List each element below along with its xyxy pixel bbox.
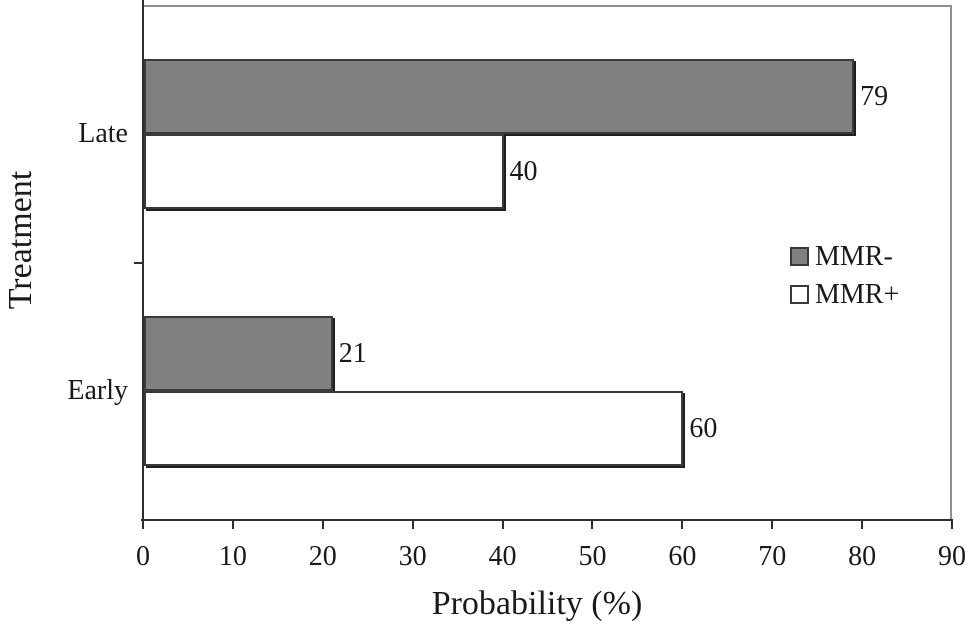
- legend-item-mmr-plus: MMR+: [790, 280, 899, 310]
- x-tick-80: [861, 521, 864, 529]
- x-tick-90: [951, 521, 953, 529]
- bar-late-mmrminus: [144, 58, 855, 134]
- x-axis-line: [141, 519, 953, 521]
- legend: MMR- MMR+: [790, 242, 899, 318]
- x-tick-20: [321, 521, 324, 529]
- x-tick-0: [142, 521, 144, 529]
- x-tick-label-80: 80: [848, 541, 877, 572]
- y-axis-line: [142, 0, 144, 529]
- category-label-late: Late: [78, 117, 128, 149]
- x-tick-label-10: 10: [218, 541, 247, 572]
- x-axis-title: Probability (%): [431, 585, 643, 622]
- x-tick-10: [231, 521, 234, 529]
- legend-swatch-mmr-plus-icon: [790, 285, 809, 304]
- x-tick-70: [771, 521, 774, 529]
- x-tick-label-30: 30: [398, 541, 427, 572]
- y-axis-category-tick: [134, 262, 143, 264]
- x-tick-40: [501, 521, 504, 529]
- bar-early-mmrminus: [144, 316, 333, 392]
- legend-label: MMR+: [815, 279, 900, 310]
- x-tick-label-20: 20: [308, 541, 337, 572]
- legend-swatch-mmr-minus-icon: [790, 247, 809, 266]
- x-tick-50: [591, 521, 594, 529]
- x-tick-label-90: 90: [938, 541, 966, 572]
- bar-value-label-late-mmrminus: 79: [860, 80, 889, 112]
- y-axis-title: Treatment: [2, 170, 39, 310]
- x-tick-label-70: 70: [758, 541, 787, 572]
- bar-value-label-early-mmrminus: 21: [338, 338, 367, 370]
- bar-value-label-late-mmrplus: 40: [509, 155, 538, 187]
- legend-item-mmr-minus: MMR-: [790, 242, 899, 272]
- x-tick-label-40: 40: [488, 541, 517, 572]
- bar-late-mmrplus: [144, 133, 504, 209]
- x-tick-label-0: 0: [136, 541, 150, 572]
- legend-label: MMR-: [815, 241, 893, 272]
- x-tick-30: [411, 521, 414, 529]
- x-tick-label-50: 50: [578, 541, 607, 572]
- category-label-early: Early: [67, 375, 128, 407]
- bar-value-label-early-mmrplus: 60: [689, 413, 718, 445]
- x-tick-label-60: 60: [668, 541, 697, 572]
- x-tick-60: [681, 521, 684, 529]
- bar-early-mmrplus: [144, 391, 684, 467]
